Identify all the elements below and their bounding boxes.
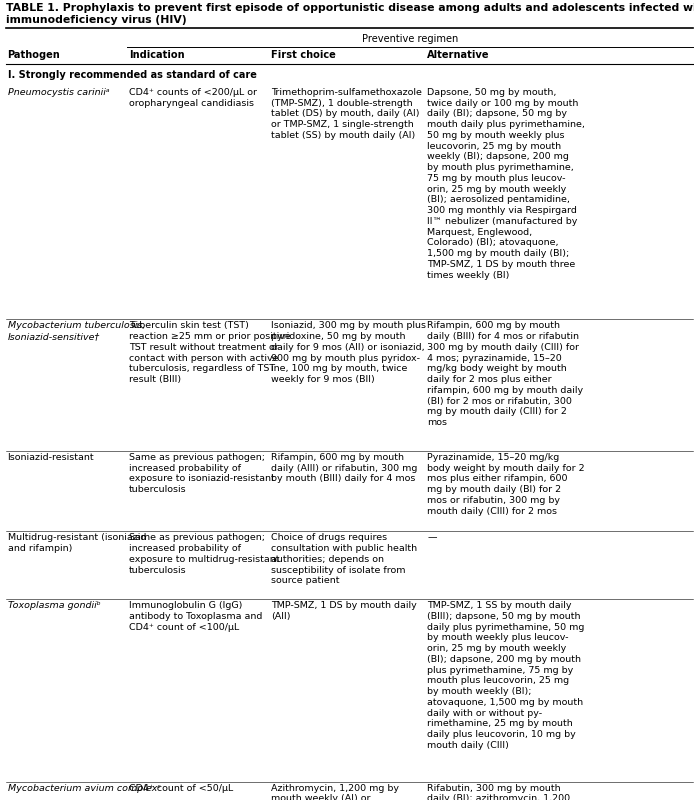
Text: CD4⁺ counts of <200/μL or
oropharyngeal candidiasis: CD4⁺ counts of <200/μL or oropharyngeal … [129,88,257,108]
Text: immunodeficiency virus (HIV): immunodeficiency virus (HIV) [6,15,186,26]
Text: Preventive regimen: Preventive regimen [362,34,458,43]
Text: Tuberculin skin test (TST)
reaction ≥25 mm or prior positive
TST result without : Tuberculin skin test (TST) reaction ≥25 … [129,322,291,384]
Text: I. Strongly recommended as standard of care: I. Strongly recommended as standard of c… [8,70,256,80]
Text: Multidrug-resistant (isoniazid
and rifampin): Multidrug-resistant (isoniazid and rifam… [8,534,146,554]
Text: Rifabutin, 300 mg by mouth
daily (BI); azithromycin, 1,200
mg by mouth daily plu: Rifabutin, 300 mg by mouth daily (BI); a… [428,784,586,800]
Text: Pneumocystis cariniiᵃ: Pneumocystis cariniiᵃ [8,88,109,97]
Text: Same as previous pathogen;
increased probability of
exposure to multidrug-resist: Same as previous pathogen; increased pro… [129,534,280,574]
Text: Mycobacterium tuberculosis,
Isoniazid-sensitive†: Mycobacterium tuberculosis, Isoniazid-se… [8,322,145,342]
Text: TABLE 1. Prophylaxis to prevent first episode of opportunistic disease among adu: TABLE 1. Prophylaxis to prevent first ep… [6,3,694,13]
Text: First choice: First choice [271,50,336,59]
Text: Rifampin, 600 mg by mouth
daily (AIII) or rifabutin, 300 mg
by mouth (BIII) dail: Rifampin, 600 mg by mouth daily (AIII) o… [271,453,418,483]
Text: Dapsone, 50 mg by mouth,
twice daily or 100 mg by mouth
daily (BI); dapsone, 50 : Dapsone, 50 mg by mouth, twice daily or … [428,88,585,280]
Text: Isoniazid, 300 mg by mouth plus
pyridoxine, 50 mg by mouth
daily for 9 mos (AII): Isoniazid, 300 mg by mouth plus pyridoxi… [271,322,426,384]
Text: Pathogen: Pathogen [8,50,60,59]
Text: Trimethoprim-sulfamethoxazole
(TMP-SMZ), 1 double-strength
tablet (DS) by mouth,: Trimethoprim-sulfamethoxazole (TMP-SMZ),… [271,88,422,140]
Text: Indication: Indication [129,50,185,59]
Text: Choice of drugs requires
consultation with public health
authorities; depends on: Choice of drugs requires consultation wi… [271,534,417,586]
Text: —: — [428,534,437,542]
Text: Toxoplasma gondiiᵇ: Toxoplasma gondiiᵇ [8,602,101,610]
Text: Azithromycin, 1,200 mg by
mouth weekly (AI) or
clarithromycin,§ 500 mg by
mouth : Azithromycin, 1,200 mg by mouth weekly (… [271,784,401,800]
Text: TMP-SMZ, 1 DS by mouth daily
(AII): TMP-SMZ, 1 DS by mouth daily (AII) [271,602,417,621]
Text: CD4⁺ count of <50/μL: CD4⁺ count of <50/μL [129,784,233,793]
Text: TMP-SMZ, 1 SS by mouth daily
(BIII); dapsone, 50 mg by mouth
daily plus pyrimeth: TMP-SMZ, 1 SS by mouth daily (BIII); dap… [428,602,585,750]
Text: Mycobacterium avium complexᶜ: Mycobacterium avium complexᶜ [8,784,160,793]
Text: Same as previous pathogen;
increased probability of
exposure to isoniazid-resist: Same as previous pathogen; increased pro… [129,453,275,494]
Text: Isoniazid-resistant: Isoniazid-resistant [8,453,94,462]
Text: Pyrazinamide, 15–20 mg/kg
body weight by mouth daily for 2
mos plus either rifam: Pyrazinamide, 15–20 mg/kg body weight by… [428,453,585,516]
Text: Rifampin, 600 mg by mouth
daily (BIII) for 4 mos or rifabutin
300 mg by mouth da: Rifampin, 600 mg by mouth daily (BIII) f… [428,322,584,427]
Text: Immunoglobulin G (IgG)
antibody to Toxoplasma and
CD4⁺ count of <100/μL: Immunoglobulin G (IgG) antibody to Toxop… [129,602,262,632]
Text: Alternative: Alternative [428,50,490,59]
